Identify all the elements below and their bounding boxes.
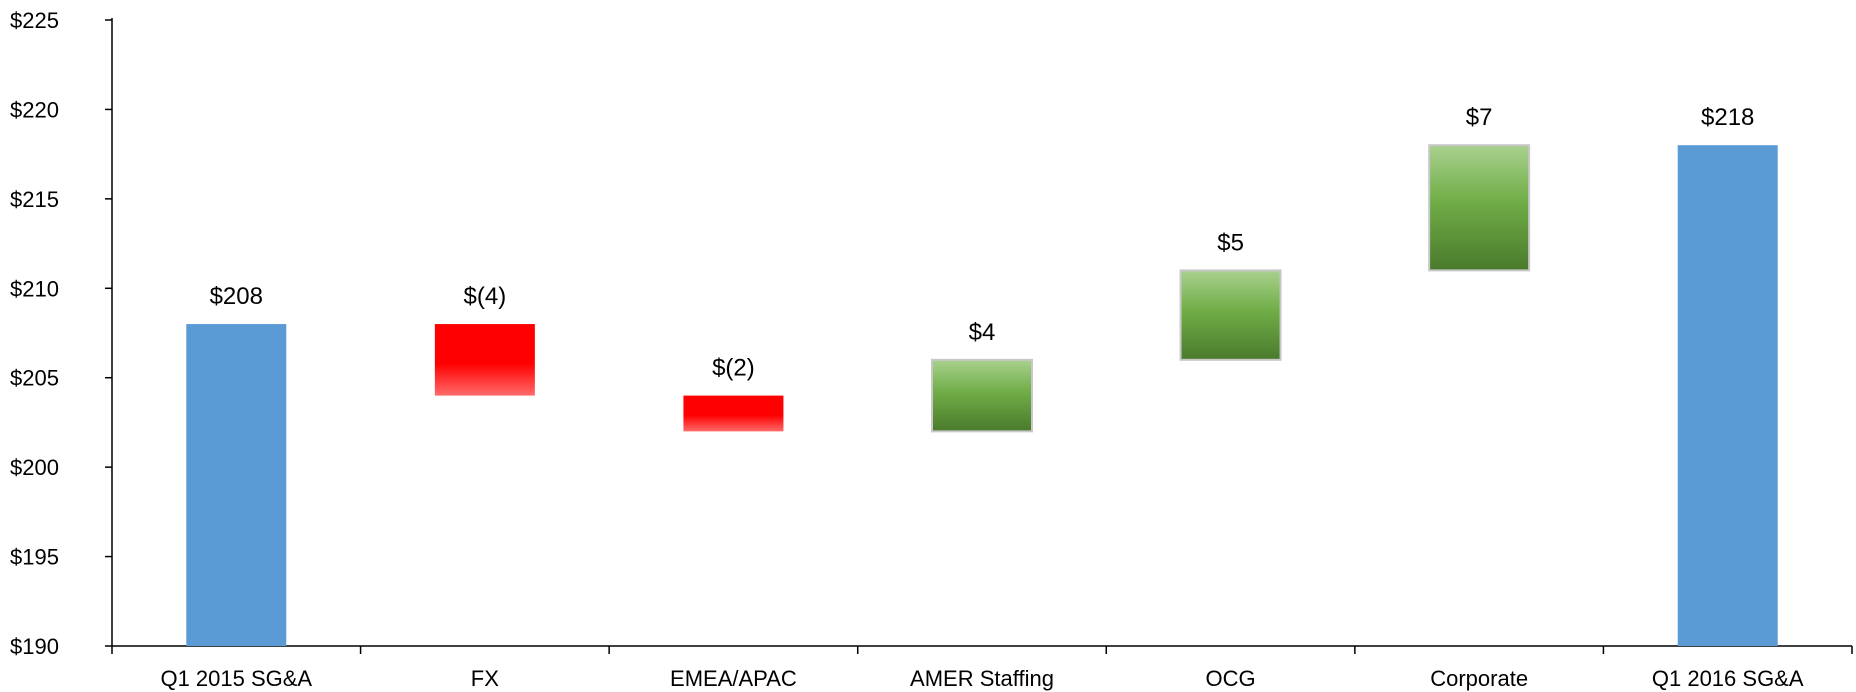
- y-tick-label: $200: [10, 455, 59, 480]
- x-tick-label: Corporate: [1430, 666, 1528, 691]
- y-tick-label: $205: [10, 366, 59, 391]
- data-label: $208: [210, 283, 263, 310]
- y-tick-label: $220: [10, 97, 59, 122]
- data-label: $218: [1701, 104, 1754, 131]
- y-tick-label: $225: [10, 8, 59, 33]
- data-label: $5: [1217, 229, 1244, 256]
- x-tick-label: OCG: [1206, 666, 1256, 691]
- x-tick-label: Q1 2016 SG&A: [1652, 666, 1804, 691]
- x-tick-label: FX: [471, 666, 499, 691]
- bar-increase: [931, 358, 1033, 433]
- y-tick-label: $190: [10, 634, 59, 659]
- bar-total: [1677, 145, 1778, 646]
- axes: $190 $195 $200 $205 $210 $215 $220 $225 Q1 2015 …: [10, 8, 1853, 691]
- y-tick-label: $195: [10, 545, 59, 570]
- y-tick-label: $210: [10, 276, 59, 301]
- bar-increase: [1428, 144, 1531, 272]
- data-labels: $208 $(4) $(2) $4 $5 $7 $218: [210, 104, 1755, 381]
- x-tick-label: Q1 2015 SG&A: [160, 666, 312, 691]
- bar-decrease: [683, 395, 784, 432]
- bar-total: [186, 324, 287, 646]
- data-label: $4: [969, 319, 996, 346]
- data-label: $(4): [464, 283, 507, 310]
- data-label: $(2): [712, 355, 755, 382]
- x-tick-label: AMER Staffing: [910, 666, 1054, 691]
- y-tick-label: $215: [10, 187, 59, 212]
- bar-decrease: [434, 324, 535, 396]
- x-tick-label: EMEA/APAC: [670, 666, 797, 691]
- data-label: $7: [1466, 104, 1493, 131]
- bars: [186, 144, 1778, 646]
- bar-increase: [1179, 269, 1282, 361]
